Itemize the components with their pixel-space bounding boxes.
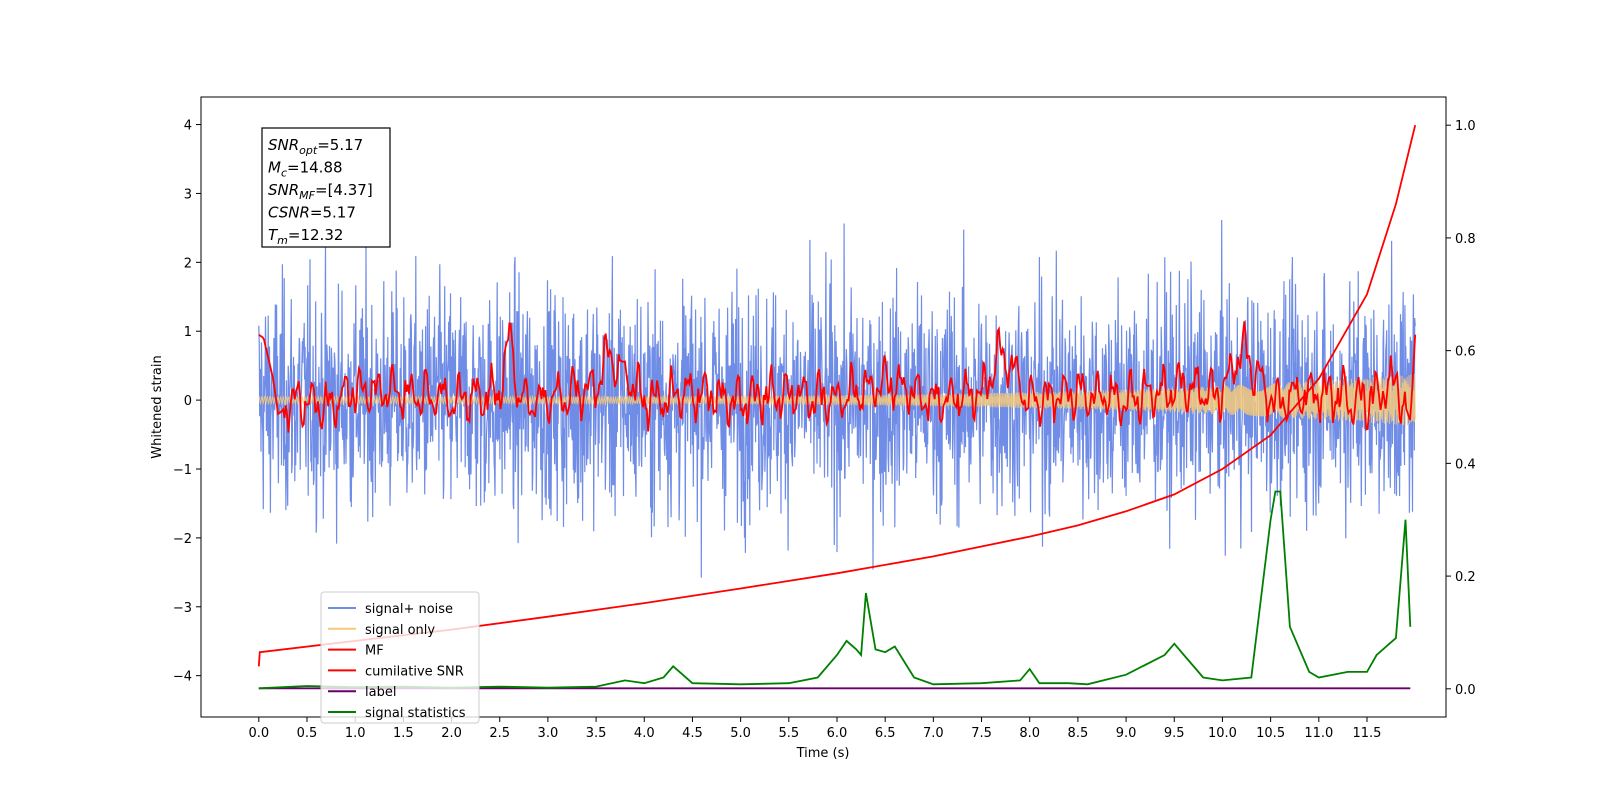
x-tick-label: 8.5 <box>1068 726 1089 741</box>
x-tick-label: 6.0 <box>827 726 848 741</box>
x-tick-label: 1.0 <box>345 726 366 741</box>
x-tick-label: 2.0 <box>441 726 462 741</box>
y-tick-label-left: −1 <box>173 463 192 478</box>
y-tick-label-left: −2 <box>173 532 192 547</box>
x-axis: 0.0 0.5 1.0 1.5 2.0 2.5 3.0 3.5 4.0 4.5 5.0 5.5 6.0 6… <box>248 717 1381 741</box>
y-tick-label-left: −4 <box>173 670 192 685</box>
x-tick-label: 7.0 <box>923 726 944 741</box>
x-tick-label: 5.5 <box>778 726 799 741</box>
x-tick-label: 10.0 <box>1208 726 1237 741</box>
x-tick-label: 5.0 <box>730 726 751 741</box>
y-axis-label: Whitened strain <box>150 355 165 458</box>
y-tick-label-left: 4 <box>184 119 192 134</box>
series-signal-statistics <box>258 490 1412 690</box>
y-tick-label-left: −3 <box>173 601 192 616</box>
y-tick-label-left: 3 <box>184 187 192 202</box>
x-tick-label: 3.5 <box>586 726 607 741</box>
x-tick-label: 8.0 <box>1019 726 1040 741</box>
annotation-line: CSNR=5.17 <box>268 204 356 222</box>
x-tick-label: 9.0 <box>1116 726 1137 741</box>
legend-label: signal statistics <box>365 706 466 721</box>
x-tick-label: 3.0 <box>538 726 559 741</box>
x-tick-label: 4.0 <box>634 726 655 741</box>
y-tick-label-right: 0.0 <box>1455 683 1476 698</box>
x-tick-label: 11.0 <box>1304 726 1333 741</box>
x-tick-label: 7.5 <box>971 726 992 741</box>
y-axis-right: 0.0 0.2 0.4 0.6 0.8 1.0 <box>1446 119 1476 698</box>
annotation-line: SNRopt=5.17 <box>268 136 363 157</box>
legend-label: MF <box>365 644 384 659</box>
annotation-line: Tm=12.32 <box>268 226 343 247</box>
series-mf <box>258 321 1417 433</box>
legend-label: label <box>365 685 396 700</box>
y-tick-label-left: 0 <box>184 394 192 409</box>
legend-label: cumilative SNR <box>365 664 464 679</box>
x-tick-label: 10.5 <box>1256 726 1285 741</box>
annotation-line: Mc=14.88 <box>268 159 343 180</box>
y-tick-label-right: 0.6 <box>1455 345 1476 360</box>
x-axis-label: Time (s) <box>796 746 850 761</box>
y-tick-label-right: 0.2 <box>1455 570 1476 585</box>
annotation-line: SNRMF=[4.37] <box>268 181 373 202</box>
y-tick-label-right: 0.8 <box>1455 232 1476 247</box>
y-tick-label-right: 0.4 <box>1455 457 1476 472</box>
legend: signal+ noise signal only MF cumilative SNR… <box>320 591 480 724</box>
x-tick-label: 0.5 <box>297 726 318 741</box>
x-tick-label: 2.5 <box>489 726 510 741</box>
x-tick-label: 0.0 <box>248 726 269 741</box>
y-tick-label-right: 1.0 <box>1455 119 1476 134</box>
y-axis-left: −4 −3 −2 −1 0 1 2 3 4 <box>173 119 201 685</box>
y-tick-label-left: 2 <box>184 256 192 271</box>
plot-frame <box>200 96 1447 718</box>
x-tick-label: 9.5 <box>1164 726 1185 741</box>
x-tick-label: 11.5 <box>1353 726 1382 741</box>
legend-label: signal only <box>365 623 435 638</box>
x-tick-label: 1.5 <box>393 726 414 741</box>
legend-label: signal+ noise <box>365 602 453 617</box>
y-tick-label-left: 1 <box>184 325 192 340</box>
x-tick-label: 6.5 <box>875 726 896 741</box>
series-signal-only <box>258 373 1416 426</box>
x-tick-label: 4.5 <box>682 726 703 741</box>
annotation-frame <box>261 127 391 248</box>
legend-frame <box>320 591 480 724</box>
